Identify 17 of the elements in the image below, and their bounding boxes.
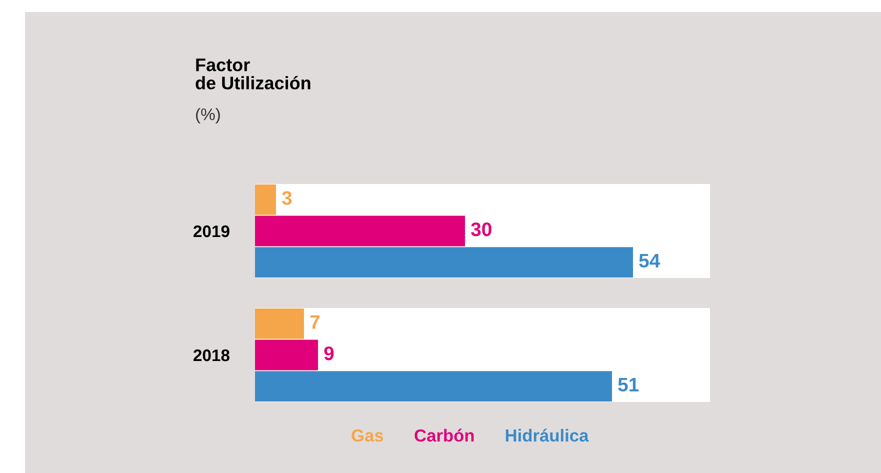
y-tick-label: 2019 bbox=[194, 225, 230, 238]
chart-subtitle: (%) bbox=[196, 108, 220, 124]
bar bbox=[255, 184, 276, 215]
series-label: Hidráulica bbox=[506, 428, 589, 442]
data-label: 9 bbox=[324, 346, 334, 360]
data-label: 3 bbox=[282, 191, 292, 205]
data-label: 30 bbox=[471, 222, 492, 236]
bar bbox=[255, 216, 465, 246]
chart-title: Factor de Utilización bbox=[196, 58, 310, 90]
data-label: 7 bbox=[310, 315, 320, 329]
text: Gas bbox=[352, 429, 384, 442]
data-label: 51 bbox=[618, 378, 639, 392]
bar bbox=[255, 340, 318, 370]
y-tick-label: 2018 bbox=[194, 349, 230, 362]
text: Carbón bbox=[414, 428, 474, 442]
bar bbox=[255, 308, 304, 339]
data-label: 54 bbox=[639, 254, 660, 268]
